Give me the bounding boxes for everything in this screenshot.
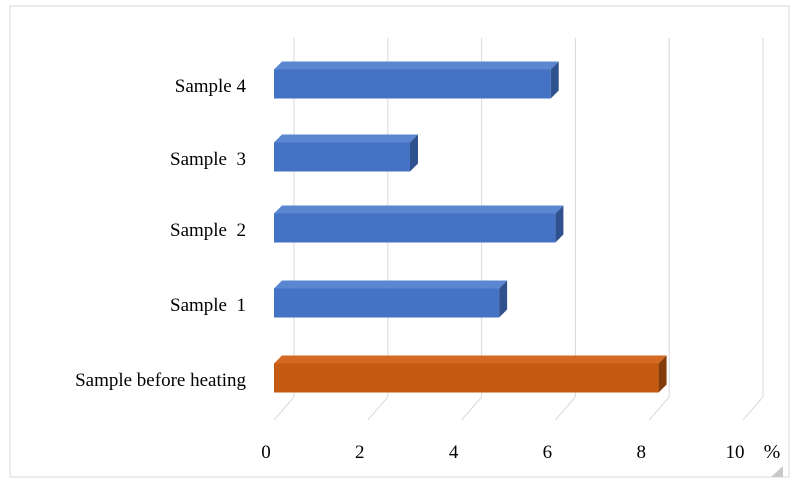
floor-gridline <box>742 396 764 421</box>
x-unit-label: % <box>764 441 781 463</box>
bar-4 <box>274 61 559 99</box>
category-label: Sample before heating <box>75 370 246 391</box>
resize-corner-icon <box>771 466 783 477</box>
floor-gridline <box>273 396 295 421</box>
bar-2 <box>274 205 564 243</box>
category-label: Sample 1 <box>170 295 246 316</box>
bar-top-face <box>274 61 559 70</box>
x-tick-labels: 0 2 4 6 8 10 <box>261 442 744 463</box>
category-label: Sample 4 <box>175 76 247 97</box>
bar-front-face <box>274 363 659 393</box>
bar-top-face <box>274 355 667 364</box>
bar-3 <box>274 134 419 172</box>
floor-gridlines <box>273 396 764 421</box>
category-label: Sample 3 <box>170 149 246 170</box>
floor-gridline <box>461 396 482 421</box>
bar-side-face <box>410 134 419 172</box>
bar-front-face <box>274 142 411 172</box>
x-tick-label: 0 <box>261 442 271 463</box>
bar-side-face <box>658 355 667 393</box>
bar-front-face <box>274 288 500 318</box>
category-label: Sample 2 <box>170 220 246 241</box>
floor-gridline <box>367 396 389 421</box>
bar-0 <box>274 355 667 393</box>
floor-gridline <box>555 396 576 421</box>
bar-1 <box>274 280 508 318</box>
bar-front-face <box>274 213 556 243</box>
bar-top-face <box>274 280 508 289</box>
bar-top-face <box>274 134 419 143</box>
x-tick-label: 10 <box>726 442 745 463</box>
bars <box>274 61 667 393</box>
bar-front-face <box>274 69 551 99</box>
bar-top-face <box>274 205 564 214</box>
bar-side-face <box>550 61 559 99</box>
x-tick-label: 8 <box>636 442 646 463</box>
bar-side-face <box>555 205 564 243</box>
category-labels: Sample before heating Sample 1 Sample 2 Sam… <box>75 76 246 391</box>
x-tick-label: 2 <box>355 442 365 463</box>
x-tick-label: 4 <box>449 442 459 463</box>
x-tick-label: 6 <box>543 442 553 463</box>
floor-gridline <box>648 396 670 421</box>
bar-side-face <box>499 280 508 318</box>
